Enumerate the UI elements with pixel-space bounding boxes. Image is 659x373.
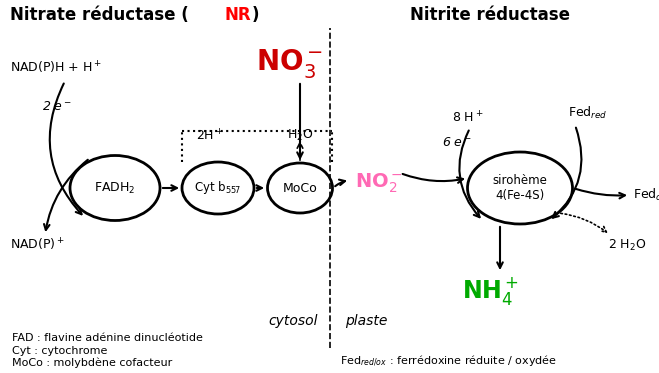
Text: NO$_2^-$: NO$_2^-$ (355, 171, 403, 195)
Text: H$_2$O: H$_2$O (287, 128, 313, 143)
Text: Fed$_{ox}$: Fed$_{ox}$ (633, 187, 659, 203)
Text: Fed$_{red / ox}$ : ferrédoxine réduite / oxydée: Fed$_{red / ox}$ : ferrédoxine réduite /… (340, 354, 557, 369)
Text: 6 e$^-$: 6 e$^-$ (442, 137, 472, 150)
Text: 2 e$^-$: 2 e$^-$ (42, 100, 72, 113)
Text: plaste: plaste (345, 314, 387, 328)
Text: 2 H$_2$O: 2 H$_2$O (608, 238, 646, 253)
Text: NO$_3^-$: NO$_3^-$ (256, 47, 324, 79)
Text: MoCo : molybdène cofacteur: MoCo : molybdène cofacteur (12, 358, 172, 368)
Text: 8 H$^+$: 8 H$^+$ (452, 110, 484, 126)
Text: Cyt : cytochrome: Cyt : cytochrome (12, 346, 107, 356)
Text: Cyt b$_{557}$: Cyt b$_{557}$ (194, 179, 242, 197)
Text: FAD : flavine adénine dinucléotide: FAD : flavine adénine dinucléotide (12, 333, 203, 343)
Text: Nitrite réductase: Nitrite réductase (410, 6, 570, 24)
Text: Fed$_{red}$: Fed$_{red}$ (568, 105, 608, 121)
Text: NR: NR (225, 6, 252, 24)
Text: 2H$^+$: 2H$^+$ (196, 128, 224, 143)
Text: MoCo: MoCo (283, 182, 318, 194)
Text: NAD(P)H + H$^+$: NAD(P)H + H$^+$ (10, 60, 101, 76)
Text: NH$_4^+$: NH$_4^+$ (462, 275, 518, 307)
Text: cytosol: cytosol (268, 314, 318, 328)
Text: ): ) (252, 6, 260, 24)
Text: NAD(P)$^+$: NAD(P)$^+$ (10, 237, 65, 253)
Text: FADH$_2$: FADH$_2$ (94, 181, 136, 195)
Text: sirohème
4(Fe-4S): sirohème 4(Fe-4S) (492, 174, 548, 202)
Text: Nitrate réductase (: Nitrate réductase ( (10, 6, 188, 24)
